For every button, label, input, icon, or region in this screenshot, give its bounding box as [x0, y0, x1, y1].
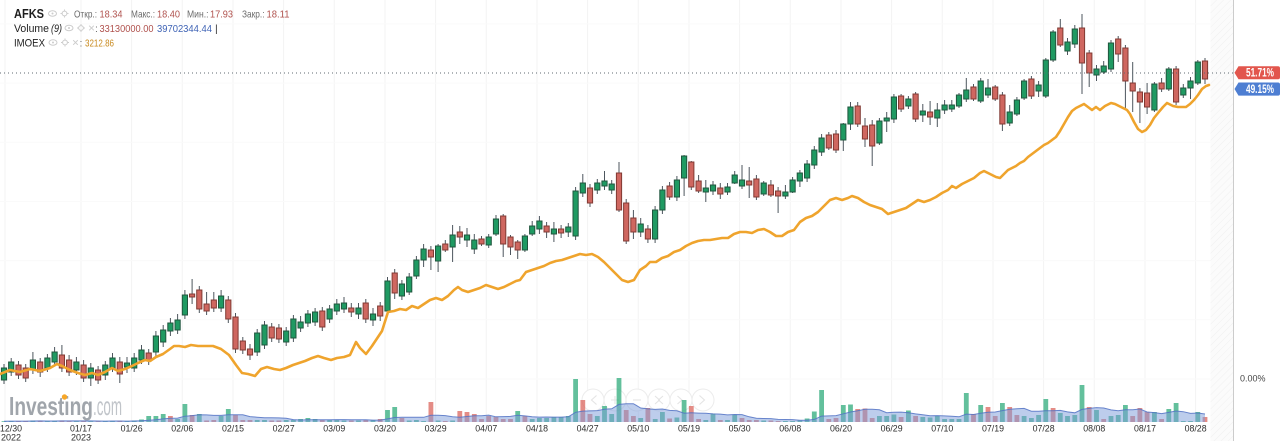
svg-text:.com: .com	[93, 391, 122, 421]
svg-text:Мин.:: Мин.:	[187, 9, 209, 21]
svg-text:04/27: 04/27	[577, 424, 599, 434]
svg-text:18.34: 18.34	[100, 9, 123, 21]
svg-text:08/17: 08/17	[1134, 424, 1156, 434]
svg-text::: :	[80, 38, 83, 50]
svg-text:06/29: 06/29	[881, 424, 903, 434]
svg-text:06/08: 06/08	[779, 424, 801, 434]
svg-text:07/19: 07/19	[982, 424, 1004, 434]
svg-text:18.11: 18.11	[267, 9, 290, 21]
svg-text:0.00%: 0.00%	[1240, 374, 1266, 384]
svg-text:02/27: 02/27	[273, 424, 295, 434]
svg-text:18.40: 18.40	[157, 9, 180, 21]
svg-text:05/19: 05/19	[678, 424, 700, 434]
svg-text:06/20: 06/20	[830, 424, 852, 434]
svg-text:08/28: 08/28	[1185, 424, 1207, 434]
svg-text:01/17: 01/17	[70, 424, 92, 434]
svg-text:Откр.:: Откр.:	[74, 9, 97, 21]
svg-text:12/30: 12/30	[0, 424, 22, 434]
svg-text:3212.86: 3212.86	[85, 38, 114, 50]
svg-text:05/10: 05/10	[627, 424, 649, 434]
svg-text:|: |	[215, 23, 218, 35]
svg-text:IMOEX: IMOEX	[14, 38, 46, 50]
svg-text:(9): (9)	[51, 23, 62, 35]
svg-text:02/06: 02/06	[171, 424, 193, 434]
svg-text:Закр.:: Закр.:	[242, 9, 265, 21]
svg-text:05/30: 05/30	[729, 424, 751, 434]
svg-text:03/09: 03/09	[323, 424, 345, 434]
svg-text:03/29: 03/29	[425, 424, 447, 434]
svg-text:07/10: 07/10	[931, 424, 953, 434]
svg-text:AFKS: AFKS	[14, 6, 44, 21]
svg-text:Investing: Investing	[9, 391, 93, 421]
svg-text:49.15%: 49.15%	[1246, 82, 1274, 96]
svg-text:03/20: 03/20	[374, 424, 396, 434]
svg-text:04/18: 04/18	[526, 424, 548, 434]
svg-text:08/08: 08/08	[1083, 424, 1105, 434]
svg-text:2023: 2023	[71, 433, 91, 441]
svg-text:Макс.:: Макс.:	[131, 9, 155, 21]
svg-text:07/28: 07/28	[1033, 424, 1055, 434]
svg-text:04/07: 04/07	[475, 424, 497, 434]
svg-text:Volume: Volume	[14, 23, 49, 35]
svg-text:33130000.00: 33130000.00	[100, 23, 154, 35]
svg-text:01/26: 01/26	[121, 424, 143, 434]
svg-text::: :	[95, 23, 98, 35]
svg-text:39702344.44: 39702344.44	[157, 23, 212, 35]
svg-text:17.93: 17.93	[210, 9, 233, 21]
svg-text:2022: 2022	[1, 433, 21, 441]
svg-text:02/15: 02/15	[222, 424, 244, 434]
svg-text:51.71%: 51.71%	[1246, 66, 1274, 80]
